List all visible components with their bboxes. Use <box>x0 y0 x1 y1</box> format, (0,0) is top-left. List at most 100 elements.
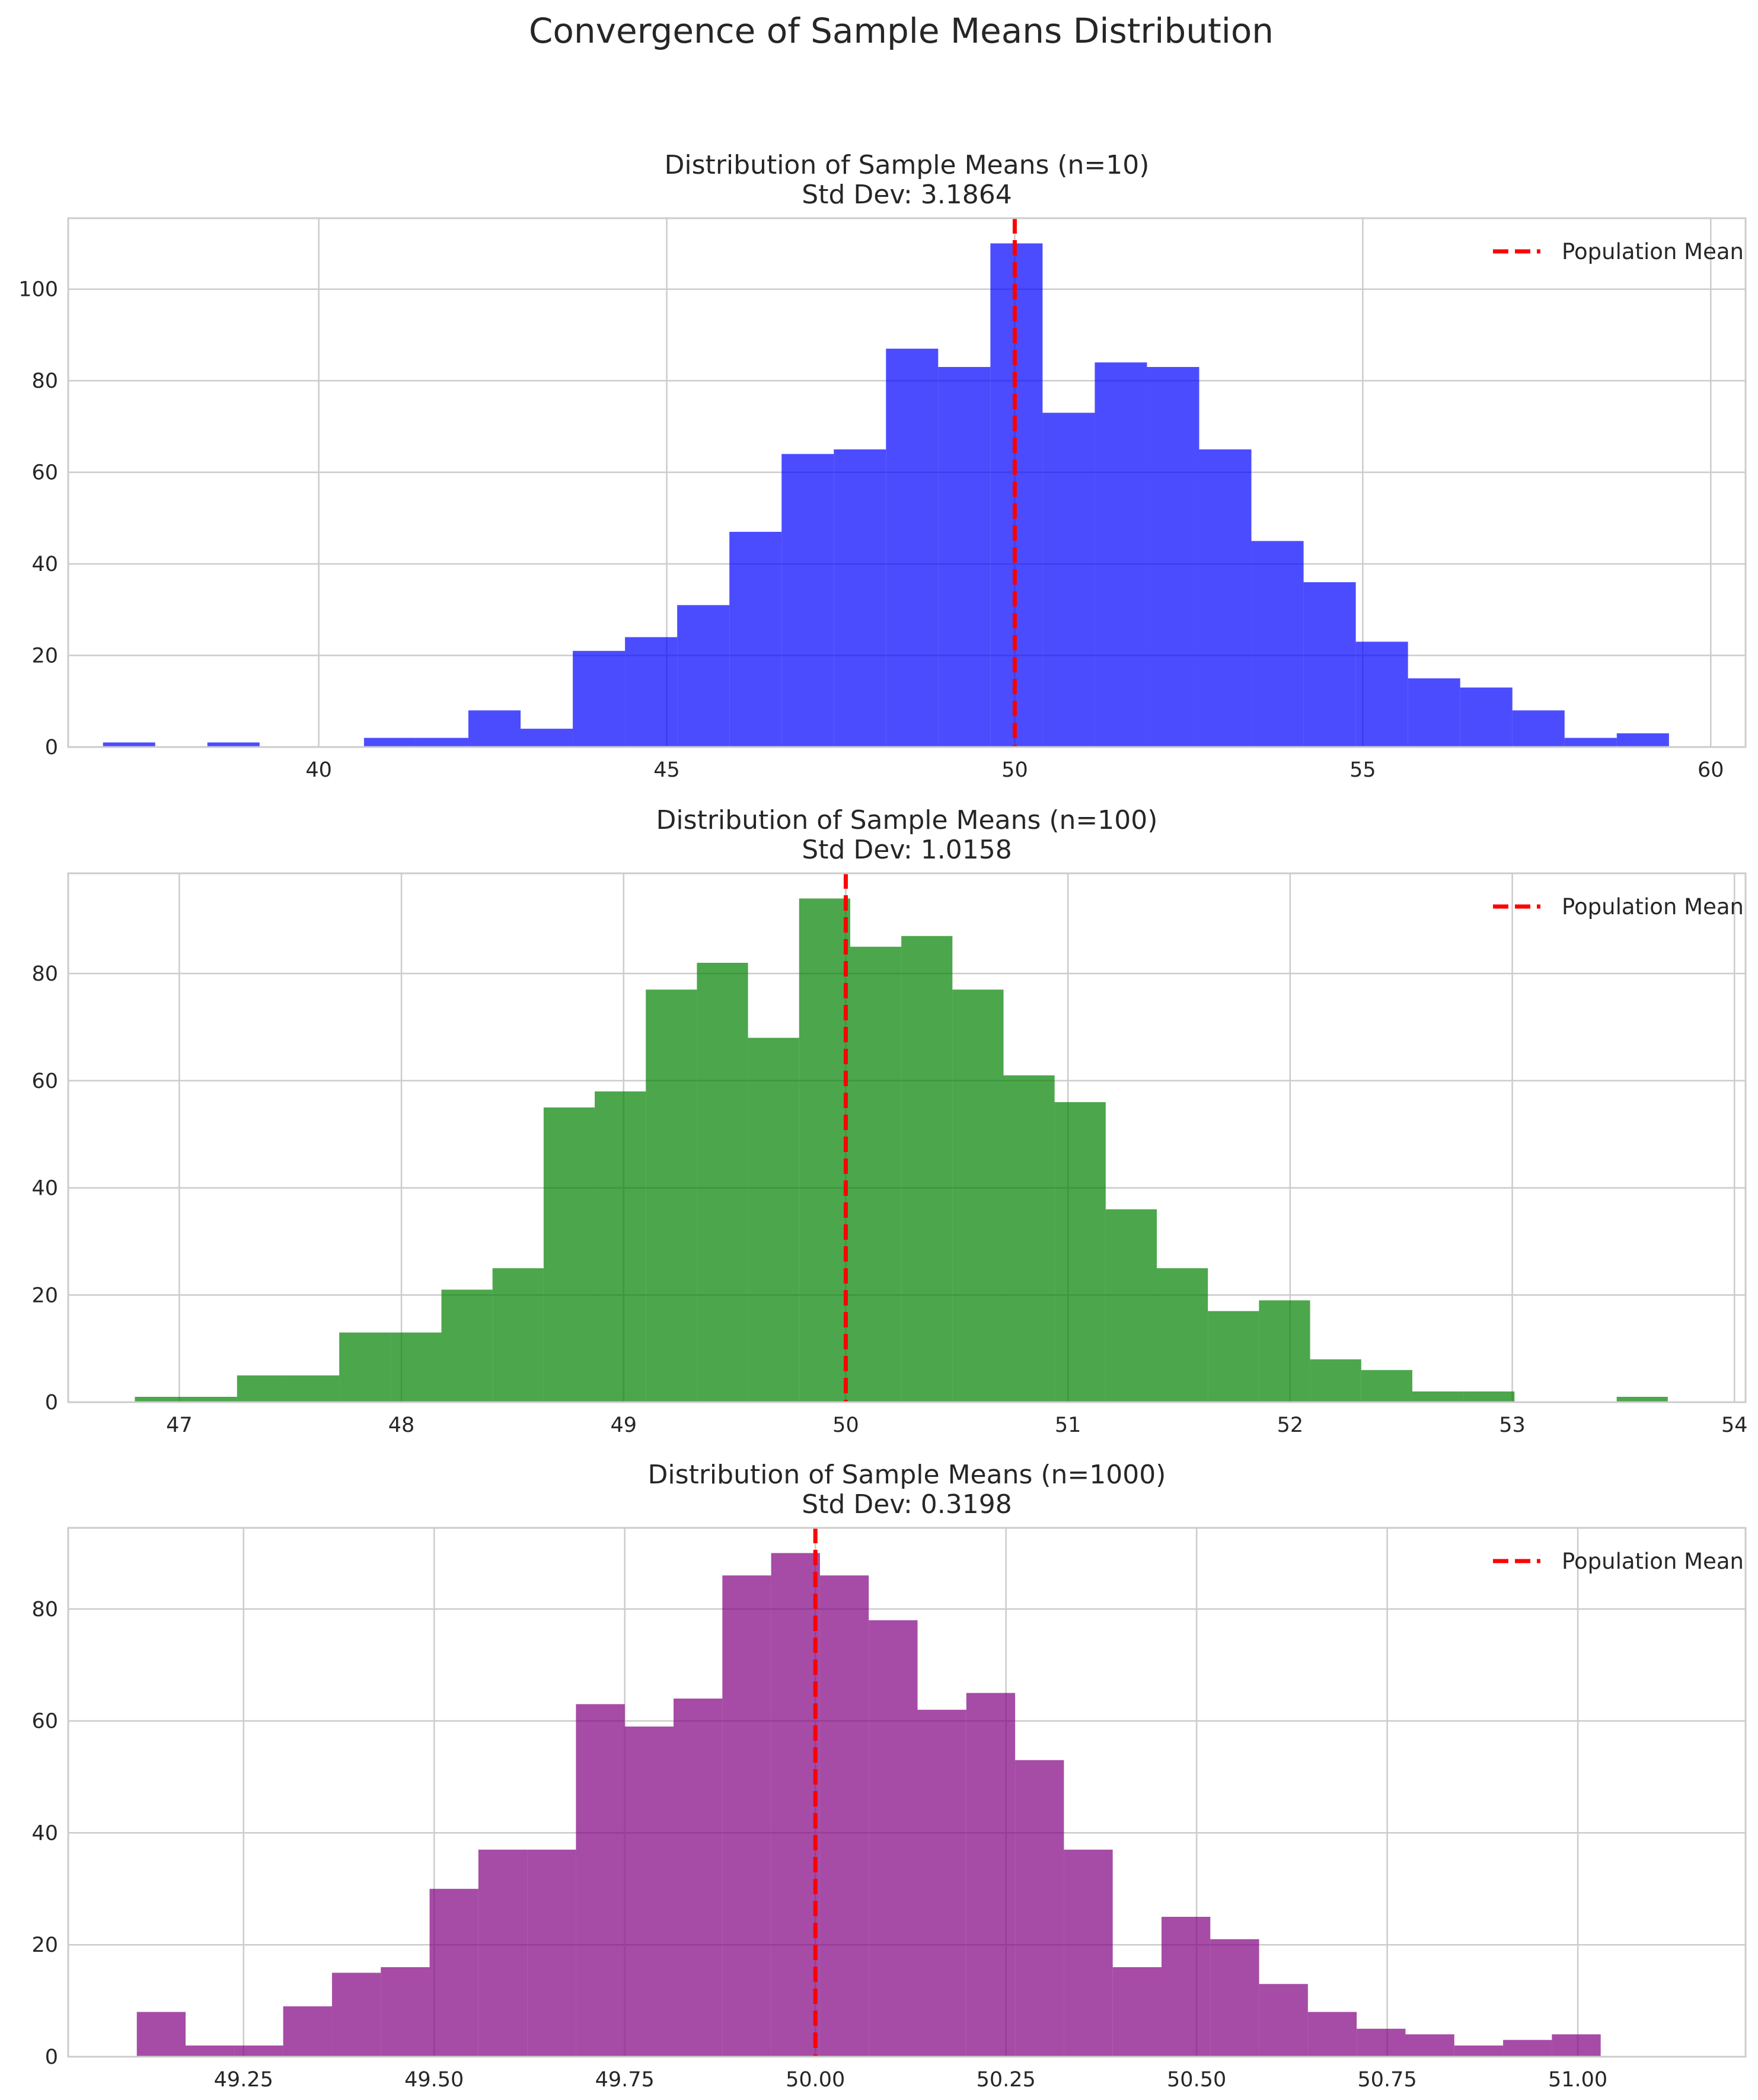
histogram-bar <box>1161 1917 1211 2057</box>
histogram-bar <box>646 990 697 1402</box>
y-tick-label: 80 <box>31 962 58 986</box>
x-tick-label: 40 <box>305 758 332 782</box>
histogram-bar <box>781 454 834 747</box>
x-tick-label: 50 <box>1001 758 1028 782</box>
chart-panel-3: Distribution of Sample Means (n=1000)Std… <box>31 1460 1747 2092</box>
x-tick-label: 51.00 <box>1548 2068 1607 2092</box>
histogram-bar <box>527 1849 576 2057</box>
chart-panel-1: Distribution of Sample Means (n=10)Std D… <box>18 150 1747 782</box>
x-tick-label: 53 <box>1499 1413 1526 1437</box>
x-tick-label: 54 <box>1721 1413 1748 1437</box>
histogram-bar <box>729 532 782 747</box>
histogram-bar <box>1157 1268 1208 1402</box>
y-tick-label: 60 <box>31 1710 58 1734</box>
histogram-bar <box>1054 1102 1106 1402</box>
x-tick-label: 47 <box>166 1413 193 1437</box>
histogram-bar <box>869 1620 918 2057</box>
histogram-bar <box>288 1375 340 1402</box>
histogram-bar <box>207 742 260 747</box>
y-tick-label: 100 <box>18 278 58 302</box>
histogram-bar <box>1259 1300 1310 1402</box>
histogram-bar <box>1251 541 1304 747</box>
y-tick-label: 0 <box>45 736 58 759</box>
histogram-bar <box>1503 2040 1552 2057</box>
histogram-bar <box>573 650 626 747</box>
y-tick-label: 40 <box>31 1177 58 1201</box>
histogram-bar <box>186 1396 237 1402</box>
histogram-bar <box>1112 1967 1162 2057</box>
histogram-bar <box>595 1091 646 1402</box>
histogram-bar <box>834 449 886 747</box>
x-tick-label: 45 <box>653 758 680 782</box>
y-tick-label: 0 <box>45 2045 58 2069</box>
axes-frame <box>67 217 1747 748</box>
x-tick-label: 52 <box>1277 1413 1304 1437</box>
chart-title: Distribution of Sample Means (n=10) <box>665 150 1150 180</box>
axes-frame <box>67 1527 1747 2058</box>
histogram-bar <box>103 742 155 747</box>
y-tick-label: 80 <box>31 1598 58 1622</box>
histogram-bar <box>1259 1984 1308 2057</box>
histogram-bar <box>1408 678 1460 747</box>
figure-suptitle: Convergence of Sample Means Distribution <box>529 11 1274 51</box>
histogram-bar <box>1616 733 1669 747</box>
histogram-bar <box>1616 1396 1668 1402</box>
chart-subtitle: Std Dev: 3.1864 <box>802 180 1012 210</box>
x-tick-label: 49.25 <box>214 2068 273 2092</box>
axes-frame <box>67 872 1747 1403</box>
histogram-bar <box>339 1332 391 1402</box>
histogram-bar <box>1095 362 1147 747</box>
x-tick-label: 49.50 <box>404 2068 464 2092</box>
y-tick-label: 60 <box>31 461 58 485</box>
histogram-bar <box>1105 1209 1157 1402</box>
histogram-bar <box>674 1698 723 2057</box>
histogram-bar <box>771 1553 820 2057</box>
histogram-bar <box>625 637 678 747</box>
histogram-bar <box>1303 582 1356 747</box>
histogram-bar <box>1208 1311 1259 1402</box>
histogram-bar <box>441 1290 493 1402</box>
histogram-bar <box>381 1967 430 2057</box>
histogram-bar <box>492 1268 544 1402</box>
histogram-bar <box>1210 1939 1259 2057</box>
histogram-bar <box>1147 366 1199 747</box>
chart-subtitle: Std Dev: 0.3198 <box>802 1489 1012 1520</box>
legend-label: Population Mean <box>1562 1549 1744 1574</box>
histogram-bar <box>478 1849 528 2057</box>
chart-title: Distribution of Sample Means (n=100) <box>656 805 1158 835</box>
histogram-bar <box>1064 1849 1113 2057</box>
x-tick-label: 49.75 <box>595 2068 655 2092</box>
histogram-bar <box>1199 449 1252 747</box>
x-tick-label: 50.50 <box>1167 2068 1226 2092</box>
y-tick-label: 20 <box>31 644 58 668</box>
x-tick-label: 50.75 <box>1358 2068 1417 2092</box>
y-tick-label: 40 <box>31 553 58 576</box>
histogram-bar <box>390 1332 442 1402</box>
y-tick-label: 80 <box>31 369 58 393</box>
y-tick-label: 60 <box>31 1070 58 1093</box>
histogram-bar <box>1405 2034 1454 2057</box>
histogram-bar <box>938 366 991 747</box>
histogram-bar <box>677 605 730 747</box>
x-tick-label: 60 <box>1698 758 1724 782</box>
histogram-bar <box>234 2045 283 2057</box>
histogram-bar <box>1463 1391 1515 1402</box>
histogram-bar <box>429 1888 478 2057</box>
histogram-bar <box>1460 687 1513 747</box>
histogram-bar <box>331 1973 381 2057</box>
histogram-bar <box>1355 642 1408 747</box>
histogram-bar <box>283 2006 332 2057</box>
histogram-bar <box>850 946 902 1402</box>
y-tick-label: 0 <box>45 1391 58 1415</box>
histogram-bar <box>1310 1359 1361 1402</box>
histogram-bar <box>1361 1370 1412 1402</box>
histogram-bar <box>952 990 1004 1402</box>
histogram-bar <box>576 1704 625 2057</box>
x-tick-label: 50 <box>832 1413 859 1437</box>
histogram-bar <box>1003 1075 1055 1402</box>
histogram-bar <box>819 1575 869 2057</box>
legend-label: Population Mean <box>1562 239 1744 264</box>
histogram-bar <box>1552 2034 1601 2057</box>
histogram-bar <box>748 1038 799 1402</box>
